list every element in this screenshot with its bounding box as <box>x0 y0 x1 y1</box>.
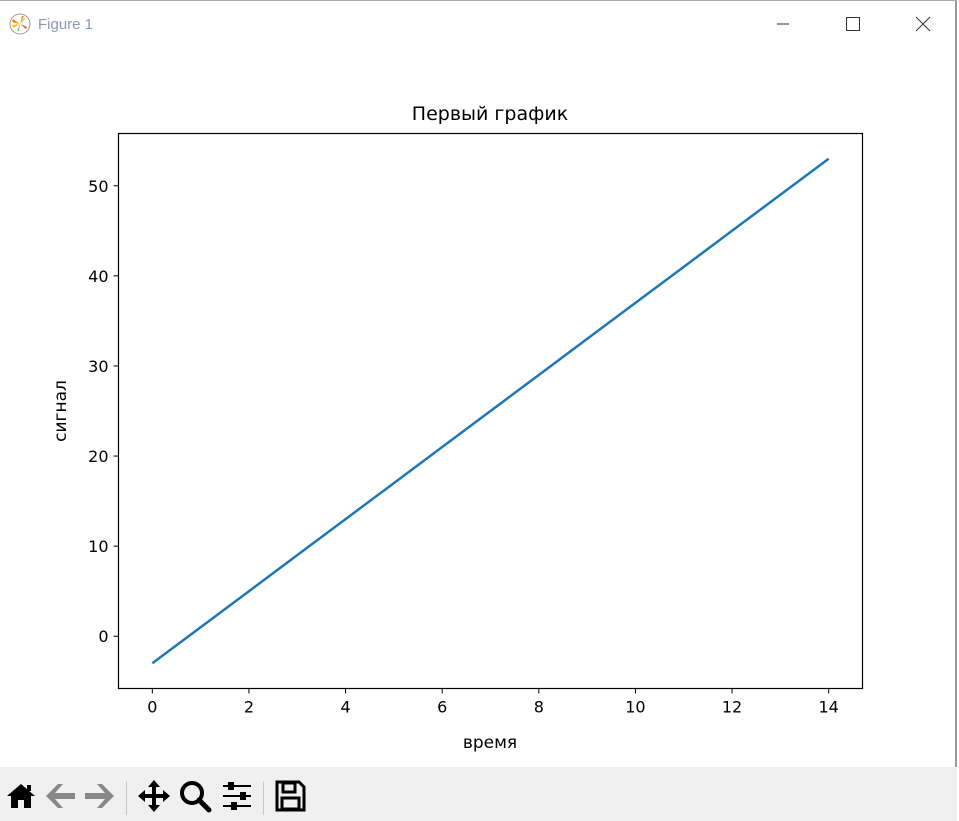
toolbar-separator <box>126 781 127 815</box>
maximize-button[interactable] <box>830 1 876 47</box>
x-tick-label: 2 <box>244 698 254 717</box>
y-tick-label: 40 <box>88 267 108 286</box>
zoom-icon[interactable] <box>178 779 212 813</box>
x-tick-label: 0 <box>147 698 157 717</box>
home-icon[interactable] <box>4 779 38 813</box>
x-tick-label: 4 <box>340 698 350 717</box>
forward-arrow-icon[interactable] <box>82 779 116 813</box>
minimize-icon <box>777 23 789 25</box>
configure-subplots-icon[interactable] <box>220 779 254 813</box>
close-icon <box>915 16 931 32</box>
chart-title: Первый график <box>412 103 568 125</box>
x-tick-label: 10 <box>625 698 645 717</box>
x-axis-label: время <box>463 733 517 753</box>
figure-canvas[interactable]: Первый график 0 2 4 6 8 10 12 14 0 10 20 30 40 50 вр… <box>0 47 957 767</box>
y-tick-label: 10 <box>88 537 108 556</box>
title-bar[interactable]: Figure 1 <box>0 1 957 47</box>
matplotlib-logo-icon <box>9 13 31 35</box>
y-tick-label: 20 <box>88 447 108 466</box>
x-tick-label: 14 <box>819 698 839 717</box>
y-tick-label: 50 <box>88 177 108 196</box>
minimize-button[interactable] <box>760 1 806 47</box>
close-button[interactable] <box>900 1 946 47</box>
navigation-toolbar <box>0 767 957 821</box>
toolbar-separator <box>263 781 264 815</box>
data-series-line <box>151 157 830 665</box>
back-arrow-icon[interactable] <box>44 779 78 813</box>
y-tick-label: 0 <box>98 627 108 646</box>
maximize-icon <box>846 17 860 31</box>
x-tick-label: 8 <box>534 698 544 717</box>
pan-icon[interactable] <box>137 779 171 813</box>
y-tick-label: 30 <box>88 357 108 376</box>
y-axis-label: сигнал <box>51 380 71 442</box>
save-icon[interactable] <box>273 779 307 813</box>
x-tick-label: 6 <box>437 698 447 717</box>
x-tick-label: 12 <box>722 698 742 717</box>
window-title: Figure 1 <box>38 16 94 33</box>
